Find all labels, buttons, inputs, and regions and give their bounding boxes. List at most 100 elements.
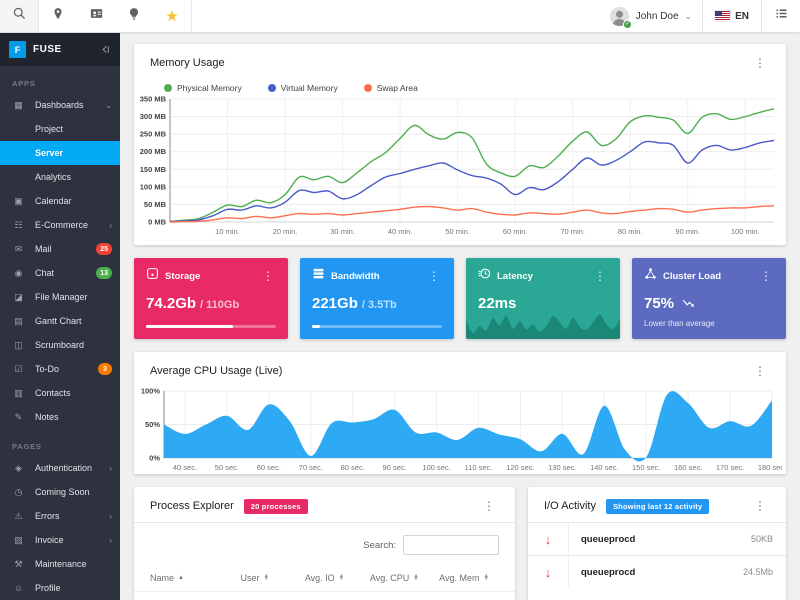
- stat-cards-row: Storage ⋮ 74.2Gb/ 110Gb Bandwidth ⋮ 221Gb/ 3.…: [134, 258, 786, 339]
- main-content: Memory Usage ⋮ Physical Memory Virtual Me…: [120, 33, 800, 600]
- download-arrow-icon: ↓: [544, 531, 552, 547]
- sidebar-item-gantt-chart[interactable]: ▤ Gantt Chart: [0, 309, 120, 333]
- kebab-menu-icon[interactable]: ⋮: [428, 269, 440, 283]
- legend-dot: [164, 84, 172, 92]
- column-label: Avg. Mem: [439, 573, 480, 583]
- io-activity-row[interactable]: ↓ queueprocd 50KB: [528, 522, 786, 555]
- svg-text:100 MB: 100 MB: [140, 182, 167, 191]
- kebab-menu-icon[interactable]: ⋮: [754, 364, 766, 378]
- sidebar-item-e-commerce[interactable]: ☷ E-Commerce ›: [0, 213, 120, 237]
- sort-asc-icon: ▲: [178, 575, 184, 581]
- fuse-logo: F: [9, 41, 26, 58]
- column-header-avg-mem[interactable]: Avg. Mem ▲ ▼: [429, 573, 499, 583]
- stat-card-title: Bandwidth: [331, 270, 380, 282]
- svg-text:200 MB: 200 MB: [140, 147, 167, 156]
- legend-item: Swap Area: [363, 83, 418, 93]
- sidebar-item-label: Authentication: [35, 463, 93, 473]
- stat-total: / 110Gb: [200, 299, 240, 311]
- file-manager-icon: ◪: [14, 291, 23, 302]
- shortcut-contacts-button[interactable]: [77, 0, 115, 32]
- user-menu-button[interactable]: ✓ John Doe ⌄: [599, 0, 702, 32]
- quick-panel-button[interactable]: [762, 0, 800, 32]
- sidebar-item-maintenance[interactable]: ⚒ Maintenance: [0, 552, 120, 576]
- search-label: Search:: [363, 539, 396, 551]
- kebab-menu-icon[interactable]: ⋮: [754, 499, 766, 513]
- sidebar-item-label: Chat: [35, 268, 55, 278]
- kebab-menu-icon[interactable]: ⋮: [754, 56, 766, 70]
- toolbar-spacer: [192, 0, 599, 32]
- svg-text:50%: 50%: [145, 420, 160, 429]
- chevron-down-icon: ⌄: [105, 100, 112, 110]
- legend-label: Swap Area: [376, 83, 418, 93]
- column-header-avg-io[interactable]: Avg. IO ▲ ▼: [290, 573, 360, 583]
- sidebar-item-invoice[interactable]: ▧ Invoice ›: [0, 528, 120, 552]
- stat-value-row: 22ms: [466, 285, 620, 312]
- svg-text:180 sec.: 180 sec.: [758, 463, 782, 472]
- top-toolbar: ★ ✓ John Doe ⌄ EN: [0, 0, 800, 33]
- kebab-menu-icon[interactable]: ⋮: [262, 269, 274, 283]
- memory-usage-chart: 0 MB 50 MB 100 MB 150 MB 200 MB 250 MB 300 MB 3…: [140, 95, 775, 236]
- shortcut-ideas-button[interactable]: [115, 0, 153, 32]
- language-selector[interactable]: EN: [703, 0, 761, 32]
- io-process-name: queueprocd: [568, 523, 751, 555]
- svg-text:60 min.: 60 min.: [503, 227, 528, 236]
- process-search-input[interactable]: [403, 535, 499, 555]
- notes-icon: ✎: [14, 411, 23, 422]
- language-code: EN: [735, 10, 749, 22]
- svg-text:90 sec.: 90 sec.: [383, 463, 407, 472]
- sidebar-item-errors[interactable]: ⚠ Errors ›: [0, 504, 120, 528]
- sidebar-item-label: Invoice: [35, 535, 64, 545]
- svg-text:300 MB: 300 MB: [140, 112, 167, 121]
- sidebar-collapse-button[interactable]: [100, 44, 111, 55]
- column-header-name[interactable]: Name ▲: [150, 573, 220, 583]
- sidebar-item-contacts[interactable]: ▥ Contacts: [0, 381, 120, 405]
- sidebar-item-notes[interactable]: ✎ Notes: [0, 405, 120, 429]
- svg-text:120 sec.: 120 sec.: [506, 463, 534, 472]
- column-header-user[interactable]: User ▲ ▼: [220, 573, 290, 583]
- column-label: User: [240, 573, 260, 583]
- sidebar-header: F FUSE: [0, 33, 120, 66]
- sidebar-item-label: Analytics: [35, 172, 72, 182]
- column-header-avg-cpu[interactable]: Avg. CPU ▲ ▼: [359, 573, 429, 583]
- sidebar-item-calendar[interactable]: ▣ Calendar: [0, 189, 120, 213]
- sidebar-item-chat[interactable]: ◉ Chat 13: [0, 261, 120, 285]
- legend-label: Physical Memory: [177, 83, 242, 93]
- sidebar-item-to-do[interactable]: ☑ To-Do 3: [0, 357, 120, 381]
- memory-usage-header: Memory Usage ⋮: [134, 44, 786, 79]
- kebab-menu-icon[interactable]: ⋮: [483, 499, 495, 513]
- sidebar-item-file-manager[interactable]: ◪ File Manager: [0, 285, 120, 309]
- toolbar-divider: [702, 0, 704, 32]
- sidebar-item-coming-soon[interactable]: ◷ Coming Soon: [0, 480, 120, 504]
- sidebar-item-label: Contacts: [35, 388, 71, 398]
- sidebar-item-authentication[interactable]: ◈ Authentication ›: [0, 456, 120, 480]
- svg-text:70 sec.: 70 sec.: [299, 463, 323, 472]
- io-activity-row[interactable]: ↓ queueprocd 24.5Mb: [528, 555, 786, 588]
- nav-badge: 25: [96, 243, 112, 255]
- io-activity-title: I/O Activity: [544, 500, 596, 512]
- sort-icon: ▲ ▼: [338, 572, 345, 582]
- dashboards-icon: ▦: [14, 99, 23, 110]
- bandwidth-icon: [312, 267, 325, 285]
- shortcut-favorite-button[interactable]: ★: [153, 0, 191, 32]
- kebab-menu-icon[interactable]: ⋮: [594, 269, 606, 283]
- sidebar-item-label: Server: [35, 148, 64, 158]
- sidebar-item-dashboards[interactable]: ▦ Dashboards ⌄: [0, 93, 120, 117]
- nav-badge: 3: [98, 363, 112, 375]
- shortcut-location-button[interactable]: [39, 0, 77, 32]
- sidebar-item-server[interactable]: Server: [0, 141, 120, 165]
- stat-value-row: 75%: [632, 285, 786, 313]
- chevron-right-icon: ›: [109, 535, 112, 545]
- sidebar-item-mail[interactable]: ✉ Mail 25: [0, 237, 120, 261]
- sidebar-item-project[interactable]: Project: [0, 117, 120, 141]
- memory-usage-card: Memory Usage ⋮ Physical Memory Virtual Me…: [134, 44, 786, 245]
- sidebar-item-analytics[interactable]: Analytics: [0, 165, 120, 189]
- kebab-menu-icon[interactable]: ⋮: [760, 269, 772, 283]
- mail-icon: ✉: [14, 243, 23, 254]
- svg-text:80 min.: 80 min.: [618, 227, 643, 236]
- search-button[interactable]: [0, 0, 38, 32]
- sidebar-item-profile[interactable]: ☺ Profile: [0, 576, 120, 600]
- stat-card-title: Latency: [497, 270, 533, 282]
- sidebar-item-scrumboard[interactable]: ◫ Scrumboard: [0, 333, 120, 357]
- chevron-right-icon: ›: [109, 220, 112, 230]
- sidebar-item-label: File Manager: [35, 292, 88, 302]
